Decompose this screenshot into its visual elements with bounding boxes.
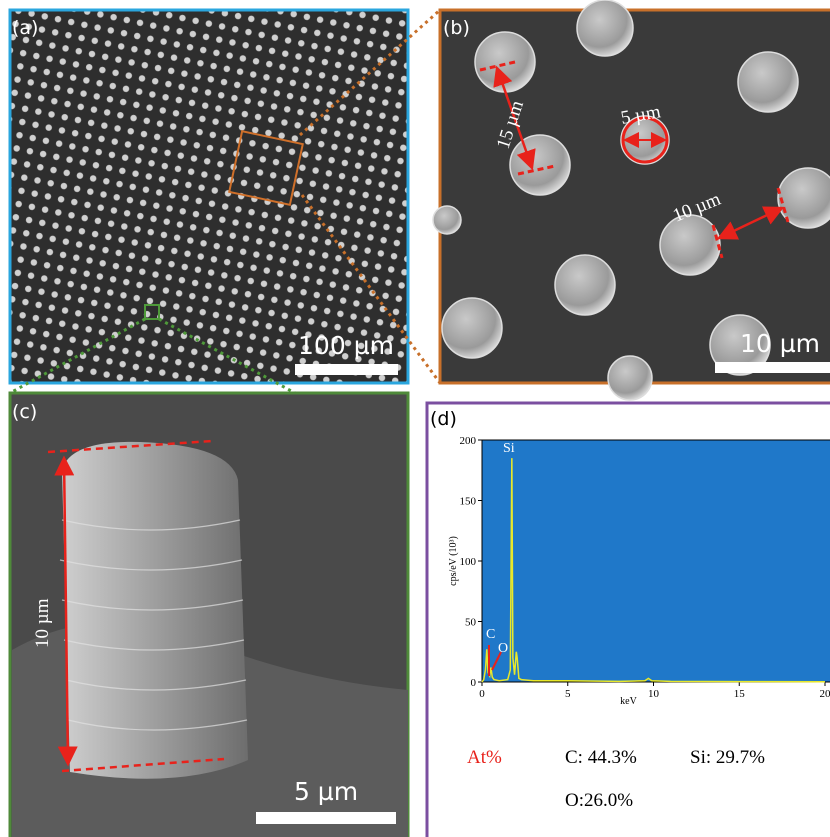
y-tick-label: 100 bbox=[460, 556, 477, 568]
panel-a: (a) 100 µm bbox=[8, 8, 410, 385]
panel-c: 10 µm (c) 5 µm bbox=[8, 391, 410, 837]
panel-b: 15 µm 5 µm 10 µm (b) 10 µm bbox=[432, 0, 830, 401]
peak-label: O bbox=[498, 641, 508, 656]
x-tick-label: 0 bbox=[479, 688, 485, 700]
y-tick-label: 200 bbox=[460, 435, 477, 447]
composition-heading: At% bbox=[467, 747, 502, 768]
scale-bar-label: 5 µm bbox=[294, 777, 358, 806]
x-tick-label: 10 bbox=[648, 688, 660, 700]
panel-label: (d) bbox=[430, 408, 457, 430]
x-axis-label: keV bbox=[620, 696, 637, 707]
composition-item: Si: 29.7% bbox=[690, 747, 765, 768]
peak-label: Si bbox=[503, 441, 515, 456]
plot-area bbox=[481, 439, 830, 683]
y-tick-label: 150 bbox=[460, 496, 477, 508]
x-tick-label: 5 bbox=[565, 688, 571, 700]
y-axis-label: cps/eV (10³) bbox=[448, 536, 459, 586]
panel-label: (b) bbox=[443, 17, 470, 39]
x-tick-label: 20 bbox=[820, 688, 830, 700]
y-tick-label: 0 bbox=[471, 677, 477, 689]
scale-bar-label: 10 µm bbox=[740, 329, 820, 358]
peak-label: C bbox=[486, 627, 495, 642]
x-tick-label: 15 bbox=[734, 688, 746, 700]
composition-item: C: 44.3% bbox=[565, 747, 637, 768]
annotation: 10 µm bbox=[32, 598, 53, 648]
y-tick-label: 50 bbox=[465, 617, 477, 629]
panel-label: (c) bbox=[12, 401, 37, 423]
peak-arrow bbox=[491, 651, 502, 671]
scale-bar-label: 100 µm bbox=[298, 331, 394, 360]
panel-label: (a) bbox=[12, 17, 38, 39]
composition-item: O:26.0% bbox=[565, 790, 633, 811]
